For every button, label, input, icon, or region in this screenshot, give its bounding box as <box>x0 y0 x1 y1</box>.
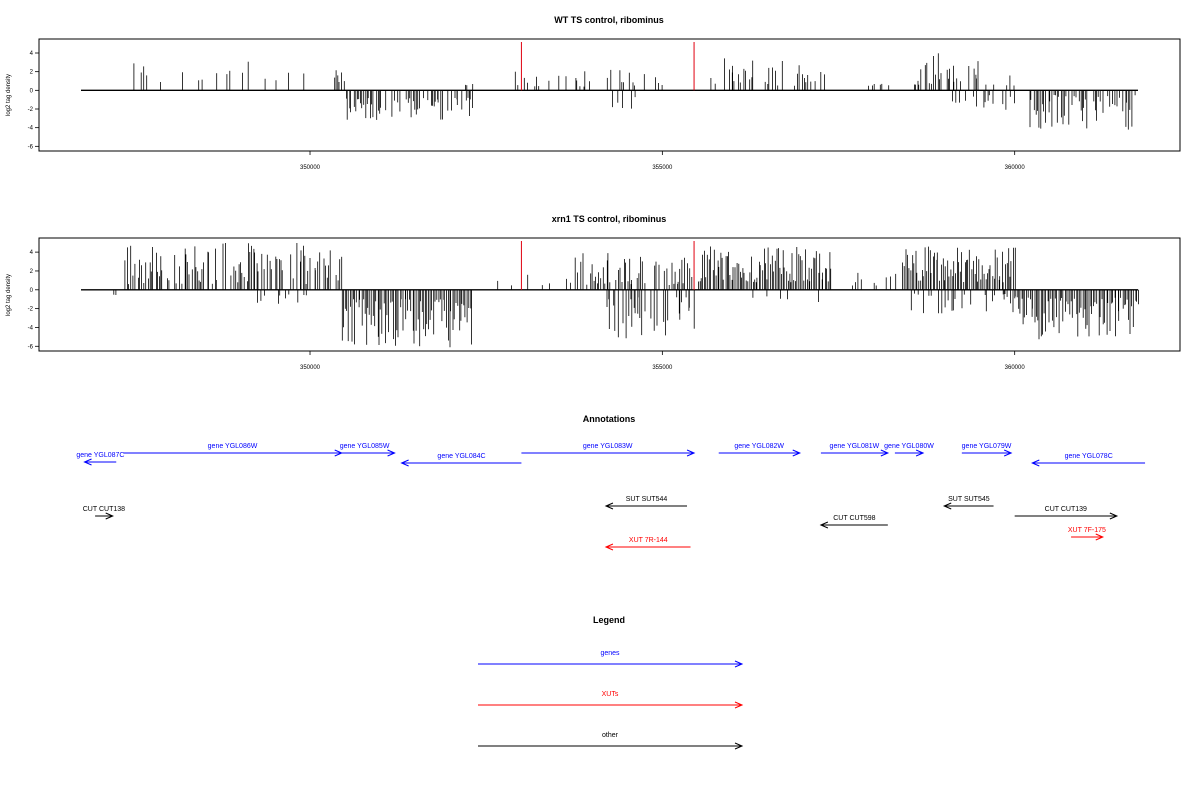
feature-arrow-head <box>604 502 614 510</box>
legend-arrow-head <box>734 660 744 668</box>
feature-label: gene YGL078C <box>1065 453 1113 460</box>
xrn1-y-axis: 4 2 0 -2 -4 -6 <box>28 250 39 350</box>
feature-arrow-head <box>1031 459 1040 467</box>
y-tick-label: -6 <box>28 344 34 350</box>
x-tick-label: 355000 <box>652 365 673 371</box>
y-tick-label: 4 <box>30 51 34 57</box>
y-tick-label: 0 <box>30 88 34 94</box>
wt-panel-title: WT TS control, ribominus <box>554 15 664 25</box>
xrn1-density-bars <box>81 241 1139 348</box>
feature-arrow-head <box>1095 533 1105 541</box>
x-tick-label: 350000 <box>300 165 321 171</box>
feature-label: CUT CUT598 <box>833 515 875 522</box>
legend-label: genes <box>600 650 620 657</box>
wt-y-axis: 4 2 0 -2 -4 -6 <box>28 51 39 150</box>
feature-arrow-head <box>880 449 890 457</box>
feature-label: XUT 7R-144 <box>629 537 668 544</box>
wt-density-bars <box>81 42 1138 130</box>
feature-arrow-head <box>915 449 925 457</box>
y-tick-label: 4 <box>30 250 34 256</box>
xrn1-plot-frame <box>38 237 1181 352</box>
annotations-title: Annotations <box>583 414 636 424</box>
y-tick-label: 2 <box>30 70 34 76</box>
feature-label: gene YGL084C <box>437 453 485 460</box>
feature-label: gene YGL081W <box>830 443 880 450</box>
y-tick-label: 2 <box>30 269 34 275</box>
annotation-features: gene YGL087C gene YGL086W gene YGL085W gene… <box>76 443 1146 551</box>
legend-arrow-head <box>734 701 744 709</box>
feature-arrow-head <box>686 449 696 457</box>
legend-title: Legend <box>593 615 625 625</box>
x-tick-label: 350000 <box>300 365 321 371</box>
feature-label: gene YGL082W <box>734 443 784 450</box>
feature-arrow-head <box>1003 449 1013 457</box>
x-tick-label: 355000 <box>652 165 673 171</box>
feature-label: gene YGL079W <box>962 443 1012 450</box>
y-tick-label: -4 <box>28 325 34 331</box>
xrn1-panel-title: xrn1 TS control, ribominus <box>552 214 667 224</box>
feature-arrow-head <box>604 543 614 551</box>
wt-track-panel: WT TS control, ribominus log2 tag densit… <box>6 15 1181 171</box>
feature-label: XUT 7F-175 <box>1068 527 1106 534</box>
feature-label: gene YGL083W <box>583 443 633 450</box>
y-tick-label: 0 <box>30 288 34 294</box>
feature-arrow-head <box>387 449 396 457</box>
xrn1-y-axis-label: log2 tag density <box>6 274 12 316</box>
x-tick-label: 360000 <box>1005 365 1026 371</box>
legend-label: XUTs <box>602 691 619 698</box>
feature-arrow-head <box>105 512 114 520</box>
x-tick-label: 360000 <box>1005 165 1026 171</box>
feature-label: CUT CUT139 <box>1045 506 1087 513</box>
feature-label: gene YGL080W <box>884 443 934 450</box>
feature-arrow-head <box>819 521 829 529</box>
feature-arrow-head <box>400 459 409 467</box>
feature-label: SUT SUT544 <box>626 496 668 503</box>
feature-arrow-head <box>942 502 952 510</box>
legend-arrow-head <box>734 742 744 750</box>
feature-arrow-head <box>1109 512 1119 520</box>
y-tick-label: -2 <box>28 107 34 113</box>
y-tick-label: -2 <box>28 307 34 313</box>
wt-x-axis: 350000 355000 360000 <box>300 151 1025 171</box>
y-tick-label: -4 <box>28 126 34 132</box>
y-tick-label: -6 <box>28 144 34 150</box>
xrn1-track-panel: xrn1 TS control, ribominus log2 tag dens… <box>6 214 1181 371</box>
feature-arrow-head <box>83 458 92 466</box>
feature-label: CUT CUT138 <box>83 506 125 513</box>
feature-label: SUT SUT545 <box>948 496 990 503</box>
feature-label: gene YGL087C <box>76 452 124 459</box>
feature-arrow-head <box>792 449 802 457</box>
feature-label: gene YGL086W <box>208 443 258 450</box>
wt-plot-frame <box>38 38 1181 152</box>
legend-entries: genes XUTs other <box>478 650 744 750</box>
xrn1-x-axis: 350000 355000 360000 <box>300 351 1025 371</box>
legend-panel: Legend genes XUTs other <box>478 615 744 750</box>
feature-label: gene YGL085W <box>340 443 390 450</box>
legend-label: other <box>602 732 619 739</box>
wt-y-axis-label: log2 tag density <box>6 74 12 116</box>
